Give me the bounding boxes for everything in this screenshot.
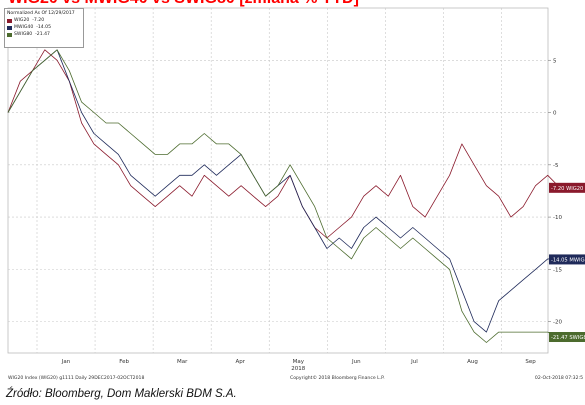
legend-item-swig80: SWIG80 -21.47 <box>7 31 81 38</box>
x-year-label: 2018 <box>291 366 305 372</box>
series-lines <box>7 49 561 343</box>
legend-header: Normalized As Of 12/29/2017 <box>7 11 75 16</box>
legend-label: MWIG40 <box>14 25 34 30</box>
value-tag-label: -14.05 MWIG4 <box>551 257 585 263</box>
grid <box>8 8 548 353</box>
legend-item-mwig40: MWIG40 -14.05 <box>7 24 81 31</box>
y-tick-label: 5 <box>553 58 557 64</box>
x-tick-label: Apr <box>235 359 245 365</box>
legend-swatch <box>7 25 12 30</box>
legend-value: -21.47 <box>35 32 50 37</box>
series-line-swig80 <box>7 49 561 343</box>
x-tick-label: Feb <box>119 359 129 365</box>
value-tag-label: -21.47 SWIG8 <box>551 335 585 341</box>
legend-label: SWIG80 <box>14 32 33 37</box>
x-tick-label: May <box>293 359 305 365</box>
x-tick-label: Aug <box>467 359 478 365</box>
series-line-wig20 <box>7 49 561 239</box>
legend-label: WIG20 <box>14 18 30 23</box>
value-tag-label: -7.20 WIG20 <box>551 186 583 192</box>
y-tick-label: -15 <box>553 267 562 273</box>
legend-value: -14.05 <box>36 25 51 30</box>
value-tag-box <box>549 254 585 265</box>
x-axis: Jan Feb Mar Apr May Jun Jul Aug Sep 2018 <box>61 359 536 372</box>
source-note: Źródło: Bloomberg, Dom Maklerski BDM S.A… <box>6 388 237 400</box>
value-labels: -7.20 WIG20 -14.05 MWIG4 -21.47 SWIG8 <box>549 182 585 343</box>
x-tick-label: Mar <box>177 359 188 365</box>
y-tick-label: -10 <box>553 215 562 221</box>
chart-title: WIG20 vs MWIG40 vs SWIG80 [zmiana % YTD] <box>8 0 359 9</box>
x-tick-label: Jul <box>410 359 418 365</box>
series-line-mwig40 <box>7 49 561 333</box>
legend-value: -7.20 <box>32 18 45 23</box>
value-tag-box <box>549 332 585 343</box>
legend: Normalized As Of 12/29/2017 WIG20 -7.20 … <box>4 8 84 48</box>
x-tick-label: Sep <box>525 359 536 365</box>
legend-item-wig20: WIG20 -7.20 <box>7 17 81 24</box>
legend-swatch <box>7 32 12 37</box>
value-tag-box <box>549 182 585 193</box>
y-tick-label: -5 <box>553 163 559 169</box>
footer-timestamp: 02-Oct-2018 07:32:5 <box>534 376 583 381</box>
legend-swatch <box>7 18 12 23</box>
footer-copyright: Copyright© 2018 Bloomberg Finance L.P. <box>290 376 385 381</box>
y-tick-label: -20 <box>553 320 562 326</box>
footer-index-info: WIG20 Index (WIG20) g1111 Daily 29DEC201… <box>8 376 145 381</box>
y-axis: 5 0 -5 -10 -15 -20 <box>548 58 562 326</box>
x-tick-label: Jan <box>61 359 71 365</box>
x-tick-label: Jun <box>351 359 361 365</box>
y-tick-label: 0 <box>553 111 557 117</box>
plot-border <box>7 7 549 354</box>
